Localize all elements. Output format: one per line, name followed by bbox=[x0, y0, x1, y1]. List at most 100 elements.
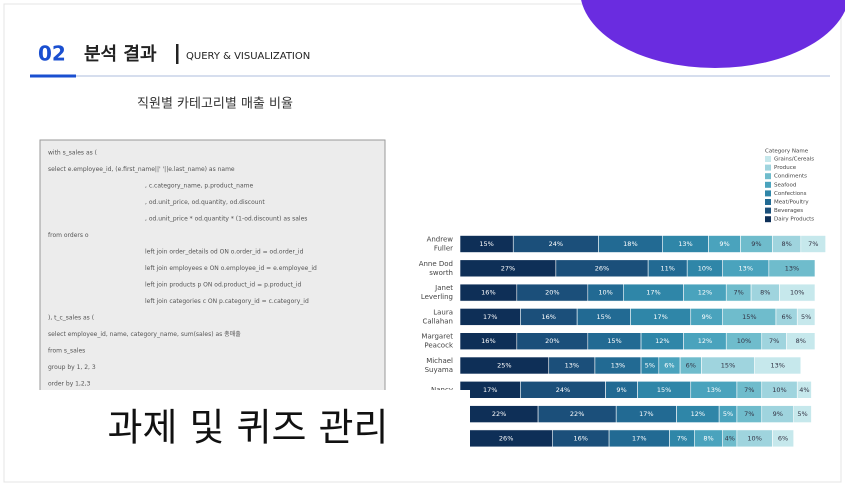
value-label: 22% bbox=[492, 410, 506, 418]
code-line: left join employees e ON o.employee_id =… bbox=[145, 265, 317, 272]
value-label: 16% bbox=[481, 289, 495, 297]
value-label: 10% bbox=[598, 289, 612, 297]
divider bbox=[176, 44, 179, 64]
legend-swatch bbox=[765, 199, 771, 205]
overlay-box bbox=[28, 390, 470, 466]
value-label: 5% bbox=[797, 410, 807, 418]
value-label: 24% bbox=[549, 240, 563, 248]
decor-circle bbox=[581, 0, 845, 68]
legend-label: Confections bbox=[774, 191, 807, 197]
legend-swatch bbox=[765, 216, 771, 223]
value-label: 12% bbox=[655, 337, 669, 345]
row-label: Fuller bbox=[434, 245, 453, 253]
value-label: 17% bbox=[483, 386, 497, 394]
legend-label: Condiments bbox=[774, 174, 807, 180]
legend-label: Meat/Poultry bbox=[774, 200, 809, 206]
code-line: from orders o bbox=[48, 232, 89, 239]
bar-segment bbox=[800, 235, 826, 253]
row-label: Suyama bbox=[425, 366, 453, 374]
value-label: 10% bbox=[698, 264, 712, 272]
value-label: 15% bbox=[721, 362, 735, 370]
value-label: 15% bbox=[742, 313, 756, 321]
value-label: 6% bbox=[686, 362, 696, 370]
value-label: 12% bbox=[691, 410, 705, 418]
overlay-title: 과제 및 퀴즈 관리 bbox=[108, 406, 389, 450]
value-label: 4% bbox=[725, 434, 735, 442]
chart-title: 직원별 카테고리별 매출 비율 bbox=[137, 97, 293, 112]
value-label: 16% bbox=[542, 313, 556, 321]
value-label: 13% bbox=[785, 264, 799, 272]
legend-label: Grains/Cereals bbox=[774, 157, 814, 163]
value-label: 15% bbox=[597, 313, 611, 321]
section-title: 분석 결과 bbox=[84, 44, 157, 65]
value-label: 9% bbox=[719, 240, 729, 248]
row-label: sworth bbox=[429, 269, 453, 277]
value-label: 25% bbox=[497, 362, 511, 370]
value-label: 9% bbox=[751, 240, 761, 248]
code-line: left join categories c ON p.category_id … bbox=[145, 298, 309, 305]
value-label: 20% bbox=[545, 337, 559, 345]
value-label: 10% bbox=[737, 337, 751, 345]
row-label: Nancy bbox=[431, 386, 453, 394]
value-label: 9% bbox=[773, 410, 783, 418]
value-label: 16% bbox=[481, 337, 495, 345]
value-label: 10% bbox=[747, 434, 761, 442]
value-label: 10% bbox=[772, 386, 786, 394]
value-label: 12% bbox=[698, 289, 712, 297]
value-label: 8% bbox=[703, 434, 713, 442]
code-line: with s_sales as ( bbox=[48, 150, 97, 157]
legend-swatch bbox=[765, 207, 771, 214]
bar-segment bbox=[768, 259, 816, 278]
value-label: 17% bbox=[646, 289, 660, 297]
bar-segment bbox=[796, 380, 812, 399]
bar-segment bbox=[786, 332, 816, 351]
value-label: 5% bbox=[723, 410, 733, 418]
value-label: 24% bbox=[556, 386, 570, 394]
legend-swatch bbox=[765, 190, 771, 197]
legend-label: Produce bbox=[774, 165, 797, 171]
code-line: left join products p ON od.product_id = … bbox=[145, 282, 302, 289]
value-label: 7% bbox=[677, 434, 687, 442]
value-label: 11% bbox=[660, 264, 674, 272]
value-label: 16% bbox=[573, 434, 587, 442]
legend-label: Seafood bbox=[774, 182, 796, 188]
code-line: select employee_id, name, category_name,… bbox=[48, 330, 241, 338]
bar-segment bbox=[796, 308, 816, 326]
section-subtitle: QUERY & VISUALIZATION bbox=[186, 51, 310, 62]
legend-title: Category Name bbox=[765, 149, 809, 155]
value-label: 15% bbox=[479, 240, 493, 248]
value-label: 13% bbox=[565, 362, 579, 370]
row-label: Janet bbox=[434, 284, 453, 292]
bar-segment bbox=[779, 283, 816, 302]
value-label: 13% bbox=[611, 362, 625, 370]
value-label: 9% bbox=[702, 313, 712, 321]
row-label: Anne Dod bbox=[419, 260, 453, 268]
legend-label: Dairy Products bbox=[774, 217, 814, 223]
value-label: 5% bbox=[801, 313, 811, 321]
code-line: select e.employee_id, (e.first_name||' '… bbox=[48, 166, 235, 173]
code-line: left join order_details od ON o.order_id… bbox=[145, 249, 304, 256]
value-label: 17% bbox=[632, 434, 646, 442]
section-number: 02 bbox=[38, 42, 66, 66]
bar-segment bbox=[772, 429, 795, 448]
value-label: 17% bbox=[639, 410, 653, 418]
legend-label: Beverages bbox=[774, 208, 803, 214]
value-label: 13% bbox=[739, 264, 753, 272]
value-label: 17% bbox=[483, 313, 497, 321]
value-label: 7% bbox=[734, 289, 744, 297]
value-label: 8% bbox=[781, 240, 791, 248]
row-label: Peacock bbox=[424, 342, 454, 350]
value-label: 9% bbox=[616, 386, 626, 394]
value-label: 5% bbox=[645, 362, 655, 370]
code-line: order by 1,2,3 bbox=[48, 381, 91, 388]
value-label: 12% bbox=[698, 337, 712, 345]
value-label: 22% bbox=[570, 410, 584, 418]
value-label: 8% bbox=[760, 289, 770, 297]
value-label: 15% bbox=[607, 337, 621, 345]
legend-swatch bbox=[765, 164, 771, 171]
frame bbox=[3, 3, 842, 483]
code-box bbox=[39, 139, 386, 401]
value-label: 15% bbox=[657, 386, 671, 394]
value-label: 27% bbox=[501, 264, 515, 272]
